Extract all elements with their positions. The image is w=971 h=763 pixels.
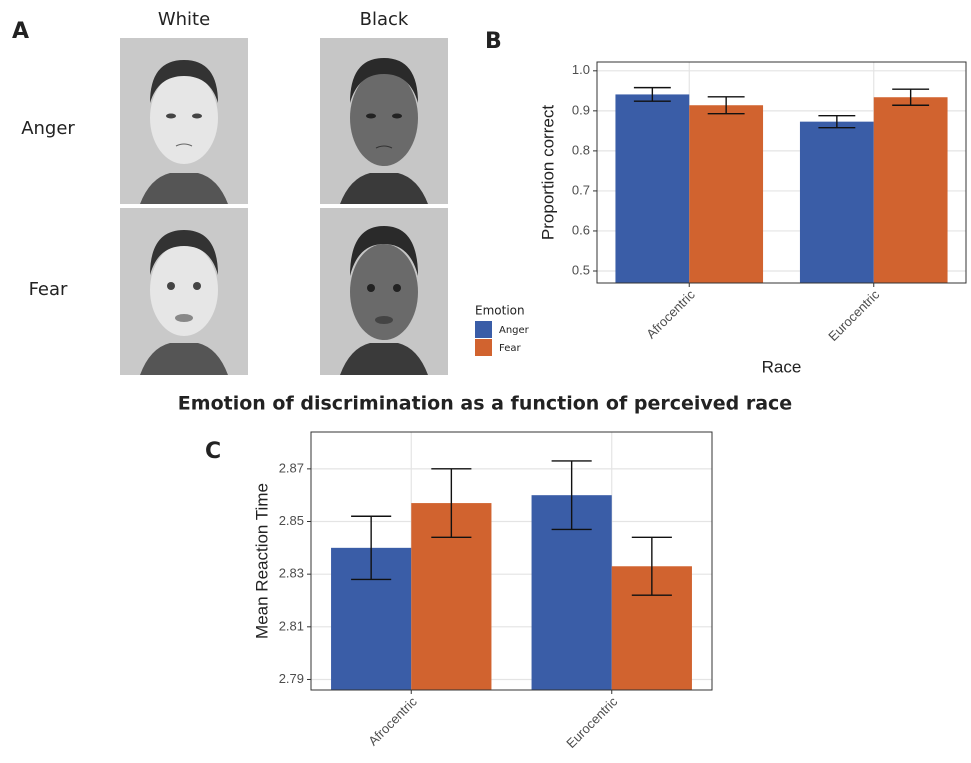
panel-letter: B [485,29,502,54]
x-tick-label: Afrocentric [643,287,698,342]
legend-label: Fear [499,343,521,354]
y-tick-label: 2.83 [279,566,304,581]
panel-letter: A [12,19,29,44]
x-tick-label: Afrocentric [365,694,420,749]
bar [615,94,689,283]
legend-key [475,339,492,356]
face-photos [120,38,448,375]
x-tick-label: Eurocentric [563,694,620,751]
y-tick-label: 0.8 [572,142,590,157]
panel-letter: C [205,439,221,464]
face-photo [120,38,248,204]
y-tick-label: 1.0 [572,62,590,77]
y-tick-label: 0.6 [572,222,590,237]
figure-title: Emotion of discrimination as a function … [178,393,792,415]
y-axis-title: Mean Reaction Time [252,483,271,639]
column-label: White [158,9,210,30]
y-tick-label: 0.7 [572,182,590,197]
y-tick-label: 0.5 [572,262,590,277]
bar [689,105,763,283]
figure: A White Black Anger Fear Emotion of disc… [0,0,971,763]
y-tick-label: 0.9 [572,102,590,117]
y-tick-label: 2.87 [279,460,304,475]
face-photo [320,38,448,204]
column-label: Black [360,9,409,30]
row-label: Fear [29,279,68,300]
bar [874,97,948,283]
y-axis-title: Proportion correct [538,105,557,240]
legend-key [475,321,492,338]
legend-title: Emotion [475,304,525,318]
x-axis-title: Race [762,357,802,376]
row-label: Anger [21,118,75,139]
x-tick-label: Eurocentric [825,287,882,344]
legend-label: Anger [499,325,530,336]
y-tick-label: 2.85 [279,513,304,528]
bar [800,122,874,283]
face-photo [120,208,248,375]
y-tick-label: 2.81 [279,618,304,633]
y-tick-label: 2.79 [279,671,304,686]
face-photo [320,208,448,375]
